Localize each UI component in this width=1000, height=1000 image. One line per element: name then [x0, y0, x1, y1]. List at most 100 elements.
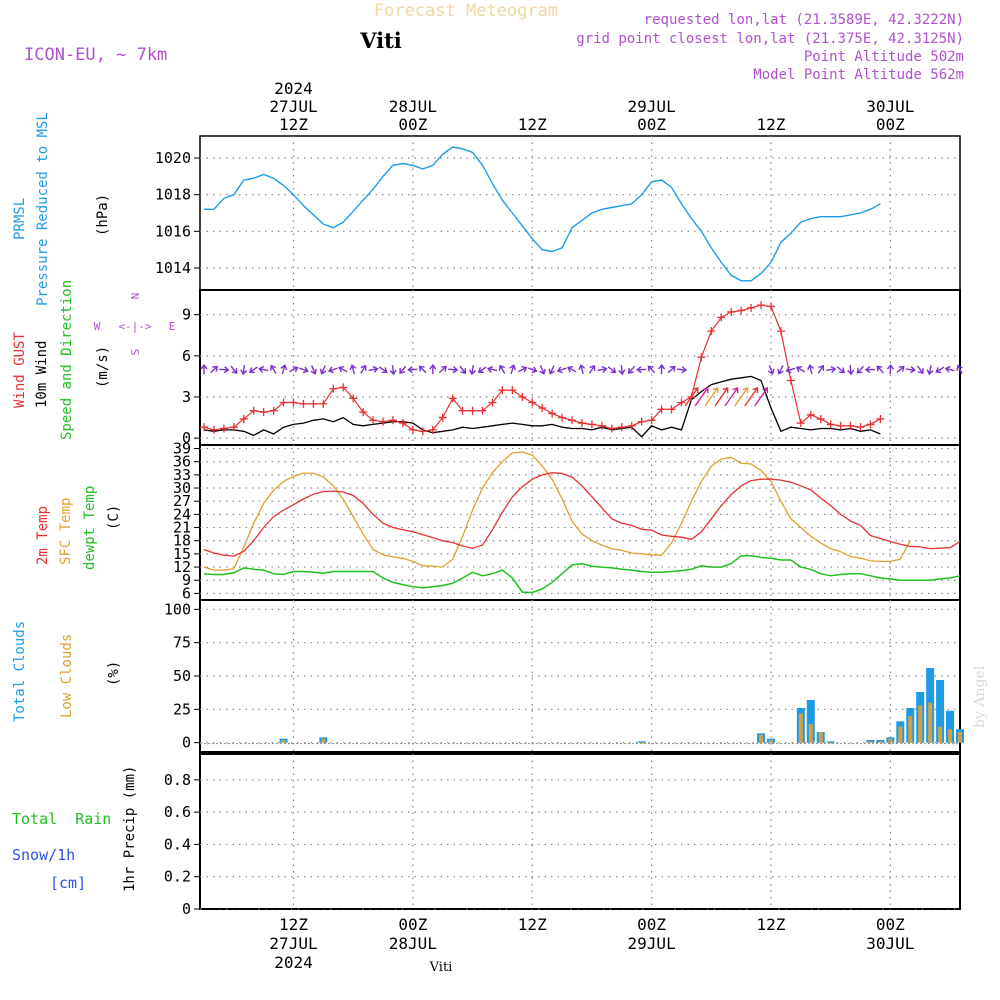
gust-point-marker: [349, 394, 358, 403]
wind-direction-arrow: [459, 365, 467, 375]
gust-point-marker: [369, 416, 378, 425]
wind-direction-arrow: [289, 366, 299, 373]
data-marks: [200, 146, 964, 910]
gust-point-marker: [279, 398, 288, 407]
wind-direction-arrow: [486, 365, 498, 373]
clouds-tick-label: 25: [173, 700, 191, 718]
wind-direction-arrow: [567, 366, 577, 373]
temp-2m-label: 2m Temp: [35, 506, 51, 565]
gust-point-marker: [776, 327, 785, 336]
wind-direction-arrow: [795, 366, 806, 373]
wind-direction-arrow: [676, 366, 688, 374]
compass-rose: N W <-|-> E S: [94, 293, 176, 356]
gust-point-marker: [538, 403, 547, 412]
time-tick-label-bottom: 12Z: [518, 915, 547, 934]
gust-point-marker: [209, 425, 218, 434]
time-tick-label-top: 00Z: [637, 115, 666, 134]
time-tick-label-top: 29JUL: [628, 97, 676, 116]
wind-direction-arrow: [935, 366, 945, 374]
gust-point-marker: [727, 307, 736, 316]
gust-point-marker: [289, 398, 298, 407]
time-tick-label-bottom: 12Z: [757, 915, 786, 934]
wind-direction-arrow: [210, 365, 219, 374]
gust-point-marker: [707, 327, 716, 336]
temp-tick-label: 36: [173, 453, 191, 471]
gust-point-marker: [826, 420, 835, 429]
wind-direction-label: Speed and Direction: [59, 280, 75, 440]
gust-point-marker: [309, 399, 318, 408]
credit-watermark: by Angel: [972, 665, 988, 728]
footer-location: Viti: [429, 960, 453, 975]
precip-tick-label: 0.4: [164, 835, 191, 853]
gust-point-marker: [229, 423, 238, 432]
wind-direction-arrow: [418, 365, 427, 374]
wind-direction-arrow: [618, 365, 626, 376]
wind-direction-arrow: [636, 366, 647, 374]
wind-direction-arrow: [876, 365, 885, 374]
pressure-series-line: [204, 146, 881, 282]
wind-direction-arrow: [744, 387, 759, 407]
compass-west: W: [94, 320, 101, 333]
gust-point-marker: [299, 399, 308, 408]
low-cloud-bar: [928, 702, 933, 743]
gust-point-marker: [339, 383, 348, 392]
wind-direction-arrow: [258, 365, 269, 373]
low-cloud-bar: [918, 705, 923, 743]
wind-direction-arrow: [517, 365, 528, 373]
gust-point-marker: [438, 413, 447, 422]
low-cloud-bar: [798, 713, 803, 743]
wind-tick-label: 9: [182, 306, 191, 324]
gust-point-marker: [806, 410, 815, 419]
wind-direction-arrow: [477, 366, 487, 374]
gust-point-marker: [816, 414, 825, 423]
wind-direction-arrow: [509, 364, 517, 375]
gust-point-marker: [558, 413, 567, 422]
wind-direction-arrow: [407, 366, 418, 374]
wind-direction-arrow: [724, 387, 739, 407]
wind-direction-arrow: [368, 365, 379, 373]
wind-direction-arrow: [539, 365, 546, 375]
temp-tick-label: 9: [182, 571, 191, 589]
low-cloud-bar: [321, 738, 326, 743]
temperature-panel: [199, 444, 961, 601]
wind-direction-arrow: [360, 364, 367, 374]
compass-south: S: [129, 349, 142, 356]
clouds-tick-label: 75: [173, 634, 191, 652]
pressure-tick-label: 1016: [155, 222, 191, 240]
gust-point-marker: [786, 376, 795, 385]
time-tick-label-top: 12Z: [757, 115, 786, 134]
gust-point-marker: [269, 406, 278, 415]
temp-tick-label: 30: [173, 479, 191, 497]
time-tick-label-bottom: 00Z: [637, 915, 666, 934]
temp-tick-label: 6: [182, 584, 191, 602]
wind-direction-arrow: [548, 365, 555, 375]
total-cloud-bar: [826, 741, 835, 743]
gust-point-marker: [259, 408, 268, 417]
precip-tick-label: 0.2: [164, 868, 191, 886]
t2m-series-line: [203, 472, 961, 557]
compass-north: N: [129, 293, 142, 300]
low-cloud-bar: [938, 726, 943, 743]
wind-direction-arrow: [349, 364, 357, 375]
total-cloud-bar: [806, 700, 815, 743]
gust-point-marker: [448, 394, 457, 403]
gust-point-marker: [876, 414, 885, 423]
gust-point-marker: [697, 353, 706, 362]
gust-point-marker: [766, 302, 775, 311]
wind-direction-arrow: [944, 365, 955, 373]
pressure-unit: (hPa): [95, 194, 111, 236]
wind-tick-label: 0: [182, 429, 191, 447]
chart-title: Forecast Meteogram: [374, 1, 558, 21]
gust-point-marker: [249, 406, 258, 415]
wind-direction-arrow: [556, 366, 567, 374]
gust-point-marker: [418, 427, 427, 436]
wind-direction-arrow: [694, 387, 709, 407]
gust-point-marker: [667, 405, 676, 414]
low-cloud-bar: [818, 732, 823, 743]
dewpt-series-line: [203, 554, 961, 594]
wind-direction-arrow: [230, 365, 238, 375]
compass-east: E: [169, 320, 176, 333]
wind-direction-arrow: [299, 366, 309, 374]
wind-direction-arrow: [856, 365, 865, 374]
gust-point-marker: [846, 421, 855, 430]
